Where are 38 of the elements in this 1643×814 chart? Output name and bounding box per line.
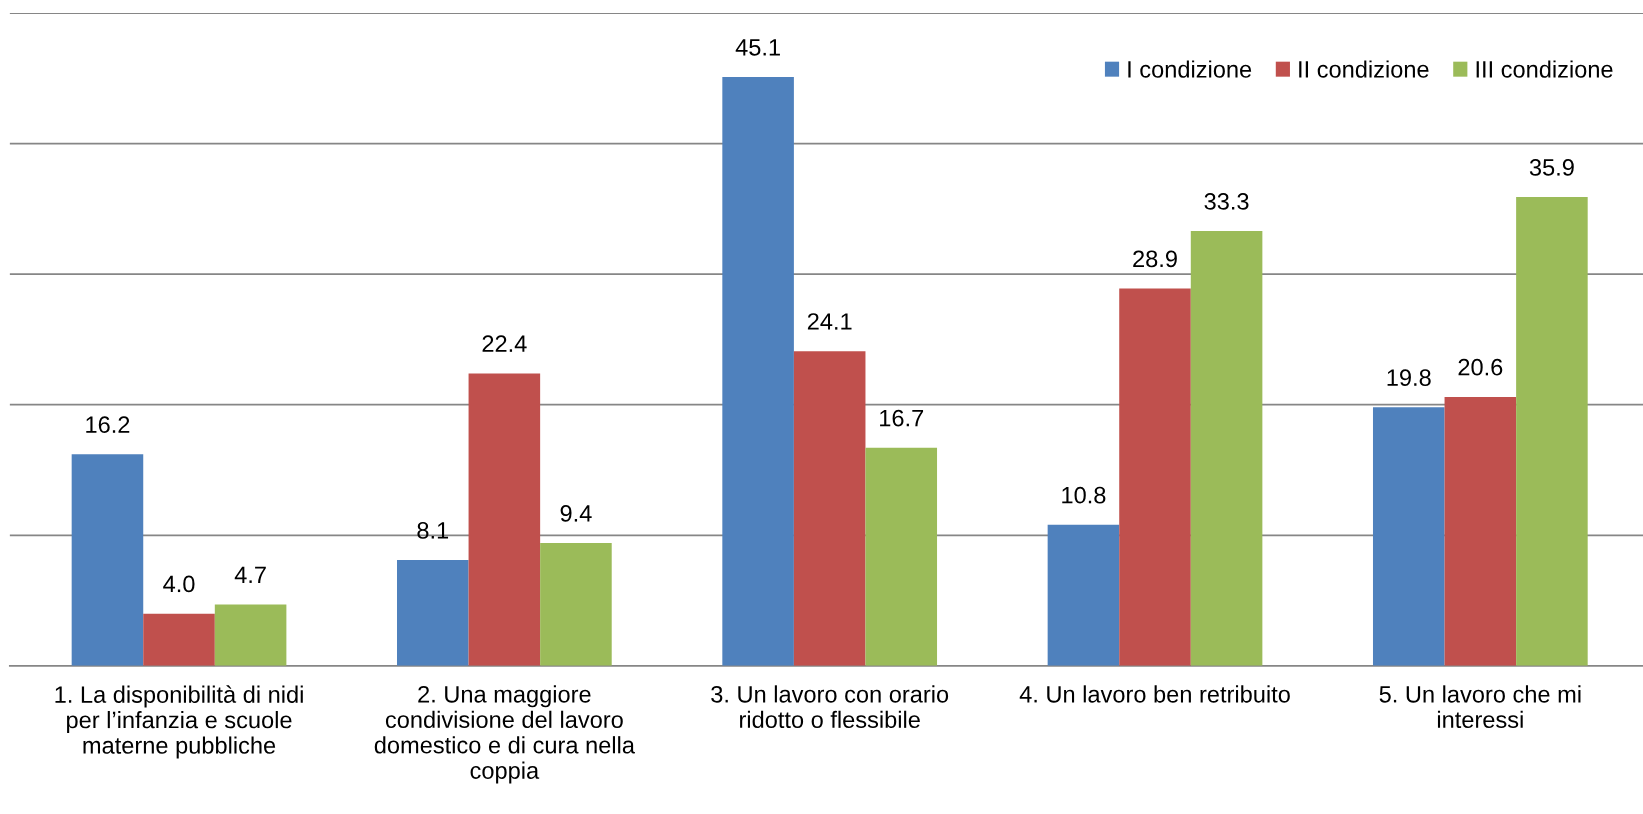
data-label: 24.1 — [807, 313, 852, 330]
data-label: 28.9 — [1133, 250, 1177, 268]
bar — [397, 560, 469, 666]
bar — [468, 373, 541, 666]
x-tick-label: 4. Un lavoro ben retribuito — [1019, 685, 1290, 703]
data-label: 22.4 — [482, 335, 527, 352]
x-tick-label: 2. Una maggiore condivisione del lavoro domestico e di cura nella coppia — [374, 685, 635, 784]
data-label: 4.0 — [163, 575, 195, 593]
data-label: 4.7 — [234, 566, 266, 583]
bar — [1516, 197, 1588, 666]
bar — [865, 447, 938, 666]
bar — [793, 351, 866, 666]
bar — [1119, 288, 1191, 666]
bar — [214, 604, 287, 666]
bar — [540, 543, 612, 666]
data-label: 35.9 — [1529, 159, 1574, 176]
data-label: 9.4 — [560, 505, 592, 522]
bar — [71, 454, 144, 666]
data-label: 16.7 — [880, 409, 924, 427]
legend-label: I condizione — [1128, 60, 1252, 78]
data-label: 19.8 — [1387, 369, 1431, 386]
x-tick-label: 3. Un lavoro con orario ridotto o flessibile — [711, 685, 949, 729]
bar — [143, 613, 215, 666]
x-tick-label: 1. La disponibilità di nidi per l’infanzia e scuole materne pubbliche — [55, 685, 303, 759]
bar — [1444, 396, 1517, 666]
legend-label: II condizione — [1299, 60, 1429, 78]
data-label: 8.1 — [417, 522, 449, 539]
bar — [722, 77, 794, 666]
x-tick-label: 5. Un lavoro che mi interessi — [1379, 685, 1581, 729]
data-label: 20.6 — [1458, 358, 1503, 376]
data-label: 45.1 — [735, 39, 780, 56]
data-label: 33.3 — [1204, 193, 1249, 210]
bar — [1372, 407, 1445, 666]
legend-label: III condizione — [1476, 60, 1613, 78]
data-label: 10.8 — [1062, 486, 1106, 504]
bar — [1047, 524, 1120, 666]
bar — [1190, 231, 1263, 666]
data-label: 16.2 — [86, 416, 130, 433]
